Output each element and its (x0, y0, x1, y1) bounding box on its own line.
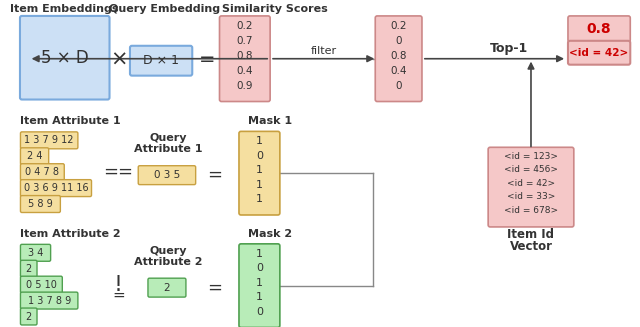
FancyBboxPatch shape (148, 278, 186, 297)
Text: 0 3 6 9 11 16: 0 3 6 9 11 16 (24, 183, 88, 193)
FancyBboxPatch shape (239, 131, 280, 215)
Text: =: = (207, 279, 222, 297)
Text: 1 3 7 8 9: 1 3 7 8 9 (28, 296, 71, 305)
Text: Query Embedding: Query Embedding (109, 4, 221, 14)
Text: Mask 1: Mask 1 (248, 116, 292, 127)
Text: 0 4 7 8: 0 4 7 8 (26, 167, 60, 177)
Text: 1: 1 (256, 180, 263, 190)
Text: Attribute 1: Attribute 1 (134, 144, 202, 154)
Text: 0: 0 (256, 306, 263, 317)
Text: 1: 1 (256, 136, 263, 146)
FancyBboxPatch shape (488, 147, 574, 227)
Text: 0: 0 (256, 263, 263, 273)
Text: 1: 1 (256, 278, 263, 288)
Text: 1: 1 (256, 165, 263, 175)
Text: =: = (112, 288, 125, 303)
Text: Mask 2: Mask 2 (248, 229, 292, 239)
FancyBboxPatch shape (20, 16, 109, 99)
Text: 2: 2 (26, 264, 32, 274)
FancyBboxPatch shape (20, 196, 60, 213)
Text: Top-1: Top-1 (490, 42, 528, 55)
Text: 2: 2 (26, 312, 32, 321)
Text: 0.7: 0.7 (237, 36, 253, 46)
Text: <id = 123>: <id = 123> (504, 152, 558, 161)
FancyBboxPatch shape (568, 41, 630, 65)
Text: Attribute 2: Attribute 2 (134, 257, 202, 267)
Text: Vector: Vector (509, 240, 552, 253)
Text: 0: 0 (256, 151, 263, 161)
Text: 1: 1 (256, 292, 263, 302)
Text: 0 5 10: 0 5 10 (26, 280, 57, 290)
FancyBboxPatch shape (20, 244, 51, 261)
Text: ==: == (103, 163, 133, 181)
Text: <id = 42>: <id = 42> (570, 48, 628, 58)
FancyBboxPatch shape (375, 16, 422, 101)
FancyBboxPatch shape (220, 16, 270, 101)
Text: 2 4: 2 4 (27, 151, 42, 161)
Text: 5 × D: 5 × D (41, 49, 88, 67)
FancyBboxPatch shape (239, 244, 280, 327)
FancyBboxPatch shape (20, 148, 49, 165)
Text: Query: Query (149, 246, 187, 256)
Text: <id = 33>: <id = 33> (507, 192, 555, 201)
FancyBboxPatch shape (568, 16, 630, 42)
Text: 0.4: 0.4 (390, 66, 407, 76)
Text: 2: 2 (164, 283, 170, 293)
Text: 0.2: 0.2 (237, 21, 253, 31)
Text: Item Attribute 1: Item Attribute 1 (20, 116, 121, 127)
Text: 0.8: 0.8 (237, 51, 253, 61)
FancyBboxPatch shape (20, 276, 62, 293)
Text: 5 8 9: 5 8 9 (28, 199, 52, 209)
Text: 0.8: 0.8 (390, 51, 407, 61)
FancyBboxPatch shape (138, 166, 196, 185)
Text: 0.2: 0.2 (390, 21, 407, 31)
FancyBboxPatch shape (20, 260, 37, 277)
Text: 0.9: 0.9 (237, 80, 253, 91)
FancyBboxPatch shape (20, 308, 37, 325)
Text: <id = 678>: <id = 678> (504, 205, 558, 215)
Text: <id = 42>: <id = 42> (507, 179, 555, 188)
Text: Similarity Scores: Similarity Scores (222, 4, 328, 14)
Text: 3 4: 3 4 (28, 248, 44, 258)
Text: 0.8: 0.8 (587, 22, 611, 36)
Text: Item Id: Item Id (508, 228, 554, 241)
Text: Query: Query (149, 133, 187, 143)
Text: D × 1: D × 1 (143, 54, 179, 67)
Text: Item Attribute 2: Item Attribute 2 (20, 229, 121, 239)
FancyBboxPatch shape (20, 180, 92, 197)
Text: <id = 456>: <id = 456> (504, 165, 558, 174)
Text: =: = (198, 50, 215, 69)
Text: ×: × (111, 50, 128, 70)
FancyBboxPatch shape (20, 292, 78, 309)
Text: 0: 0 (396, 36, 402, 46)
Text: 0 3 5: 0 3 5 (154, 170, 180, 180)
Text: Item Embeddings: Item Embeddings (10, 4, 118, 14)
Text: 1 3 7 9 12: 1 3 7 9 12 (24, 135, 74, 145)
Text: 0.4: 0.4 (237, 66, 253, 76)
Text: =: = (207, 166, 222, 184)
FancyBboxPatch shape (20, 132, 78, 149)
Text: 1: 1 (256, 194, 263, 204)
Text: 0: 0 (396, 80, 402, 91)
FancyBboxPatch shape (20, 164, 64, 181)
FancyBboxPatch shape (130, 46, 192, 76)
Text: filter: filter (310, 46, 337, 56)
Text: !: ! (114, 275, 123, 295)
Text: 1: 1 (256, 249, 263, 259)
